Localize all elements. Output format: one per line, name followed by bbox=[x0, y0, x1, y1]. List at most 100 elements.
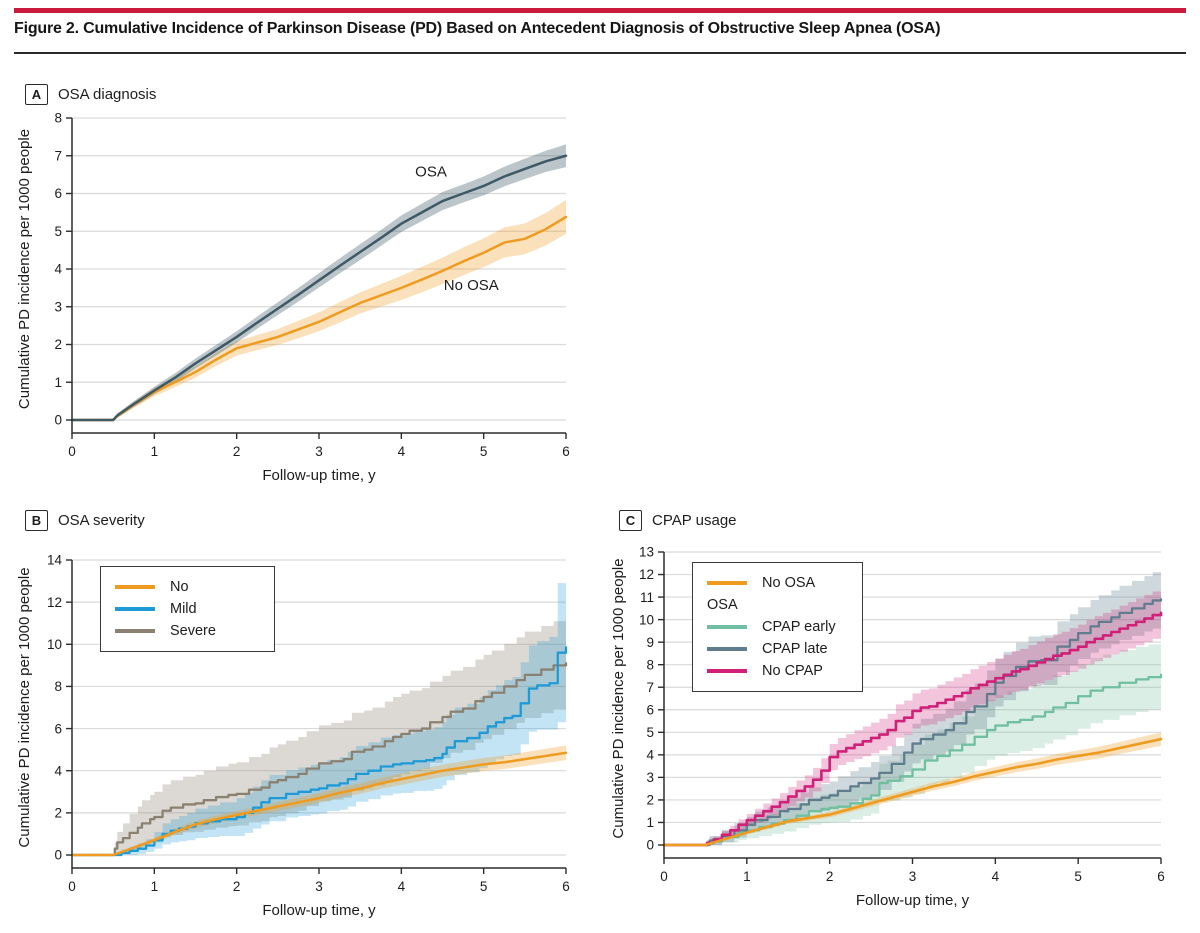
legend-swatch-no bbox=[115, 585, 155, 589]
legend-label: CPAP early bbox=[762, 619, 836, 635]
figure-title: Figure 2. Cumulative Incidence of Parkin… bbox=[14, 20, 941, 37]
x-tick-label: 0 bbox=[68, 444, 76, 459]
y-tick-label: 4 bbox=[54, 763, 62, 778]
y-tick-label: 8 bbox=[646, 657, 654, 672]
legend-label: Mild bbox=[170, 601, 197, 617]
x-tick-label: 3 bbox=[315, 444, 323, 459]
y-tick-label: 7 bbox=[54, 148, 62, 163]
panel-b-header: B OSA severity bbox=[25, 510, 145, 531]
ci-band-cpap-late bbox=[664, 571, 1161, 845]
y-tick-label: 14 bbox=[47, 553, 63, 568]
legend: No OSA OSA CPAP early CPAP late No CPAP bbox=[692, 562, 863, 692]
y-axis-title: Cumulative PD incidence per 1000 people bbox=[16, 567, 33, 847]
legend-item-cpap-late: CPAP late bbox=[707, 638, 836, 660]
y-tick-label: 13 bbox=[639, 545, 654, 560]
legend-label: CPAP late bbox=[762, 641, 828, 657]
legend-label: No OSA bbox=[762, 575, 816, 591]
panel-c-heading: CPAP usage bbox=[652, 512, 737, 529]
chart-canvas-A: 0 1 2 3 4 5 6 7 8 0 1 2 3 4 5 6 Follow-up time, y Cumulat… bbox=[16, 111, 570, 484]
ci-band-cpap-early bbox=[664, 642, 1161, 845]
x-tick-label: 6 bbox=[562, 444, 570, 459]
y-tick-label: 11 bbox=[640, 590, 654, 605]
x-tick-label: 0 bbox=[68, 879, 76, 894]
x-tick-label: 1 bbox=[151, 879, 159, 894]
x-axis-title: Follow-up time, y bbox=[262, 902, 376, 919]
accent-bar bbox=[14, 8, 1186, 13]
y-tick-label: 6 bbox=[54, 721, 62, 736]
y-tick-label: 10 bbox=[639, 612, 654, 627]
legend-swatch-no-cpap bbox=[707, 669, 747, 673]
y-tick-label: 10 bbox=[47, 637, 62, 652]
x-tick-label: 4 bbox=[992, 869, 1000, 884]
y-tick-label: 5 bbox=[646, 725, 654, 740]
x-tick-label: 5 bbox=[480, 879, 488, 894]
y-tick-label: 7 bbox=[646, 680, 654, 695]
y-axis-title: Cumulative PD incidence per 1000 people bbox=[16, 129, 33, 409]
panel-a-letter: A bbox=[25, 84, 48, 105]
ci-band-severe bbox=[72, 619, 566, 855]
x-tick-label: 4 bbox=[398, 879, 406, 894]
x-tick-label: 6 bbox=[1157, 869, 1165, 884]
series-line-no-cpap bbox=[662, 611, 1163, 847]
y-tick-label: 4 bbox=[646, 748, 654, 763]
panel-c-header: C CPAP usage bbox=[619, 510, 737, 531]
ci-band-mild bbox=[72, 573, 566, 855]
y-tick-label: 0 bbox=[54, 848, 62, 863]
y-axis-title: Cumulative PD incidence per 1000 people bbox=[610, 558, 627, 838]
y-tick-label: 0 bbox=[54, 413, 62, 428]
chart-cpap-usage: 0 1 2 3 4 5 6 7 8 9 10 11 12 13 0 1 2 3 4 5 6 Follow-up time,… bbox=[608, 536, 1194, 914]
chart-osa-severity: 0 2 4 6 8 10 12 14 0 1 2 3 4 5 6 Follow-up time, y Cumul… bbox=[14, 536, 600, 922]
legend-group-label: OSA bbox=[707, 597, 738, 613]
y-tick-label: 8 bbox=[54, 111, 62, 126]
chart-osa-diagnosis: 0 1 2 3 4 5 6 7 8 0 1 2 3 4 5 6 Follow-up time, y Cumulat… bbox=[14, 108, 600, 486]
x-axis-title: Follow-up time, y bbox=[856, 892, 970, 909]
y-tick-label: 6 bbox=[54, 186, 62, 201]
x-tick-label: 3 bbox=[909, 869, 917, 884]
x-tick-label: 5 bbox=[1074, 869, 1082, 884]
legend-item-no: No bbox=[115, 576, 216, 598]
legend-swatch-cpap-early bbox=[707, 625, 747, 629]
panel-c-letter: C bbox=[619, 510, 642, 531]
legend-swatch-severe bbox=[115, 629, 155, 633]
legend-label: No CPAP bbox=[762, 663, 823, 679]
y-tick-label: 0 bbox=[646, 838, 654, 853]
y-tick-label: 3 bbox=[54, 299, 62, 314]
panel-a-header: A OSA diagnosis bbox=[25, 84, 156, 105]
x-tick-label: 1 bbox=[151, 444, 159, 459]
y-tick-label: 2 bbox=[54, 806, 62, 821]
panel-a-heading: OSA diagnosis bbox=[58, 86, 157, 103]
title-rule bbox=[14, 52, 1186, 54]
legend-item-mild: Mild bbox=[115, 598, 216, 620]
y-tick-label: 9 bbox=[646, 635, 654, 650]
legend-item-cpap-early: CPAP early bbox=[707, 616, 836, 638]
y-tick-label: 12 bbox=[47, 595, 62, 610]
y-tick-label: 12 bbox=[639, 567, 654, 582]
x-tick-label: 4 bbox=[398, 444, 406, 459]
legend-swatch-mild bbox=[115, 607, 155, 611]
y-tick-label: 1 bbox=[646, 815, 654, 830]
curve-label-no-osa: No OSA bbox=[444, 277, 499, 294]
x-tick-label: 2 bbox=[233, 879, 241, 894]
x-tick-label: 0 bbox=[660, 869, 668, 884]
y-tick-label: 2 bbox=[646, 793, 654, 808]
series-line-no bbox=[70, 751, 568, 857]
series-line-osa bbox=[70, 154, 568, 422]
legend-item-severe: Severe bbox=[115, 620, 216, 642]
series-line-no-osa bbox=[662, 737, 1163, 847]
legend-label: Severe bbox=[170, 623, 216, 639]
series-line-cpap-late bbox=[662, 598, 1163, 847]
x-tick-label: 1 bbox=[743, 869, 751, 884]
x-tick-label: 2 bbox=[826, 869, 834, 884]
ci-band-no-osa bbox=[664, 732, 1161, 845]
y-tick-label: 8 bbox=[54, 679, 62, 694]
legend-item-no-cpap: No CPAP bbox=[707, 660, 836, 682]
legend-swatch-cpap-late bbox=[707, 647, 747, 651]
legend-group-header: OSA bbox=[707, 594, 836, 616]
x-tick-label: 5 bbox=[480, 444, 488, 459]
panel-b-heading: OSA severity bbox=[58, 512, 145, 529]
series-line-no-osa bbox=[70, 215, 568, 422]
legend-item-no-osa: No OSA bbox=[707, 572, 836, 594]
